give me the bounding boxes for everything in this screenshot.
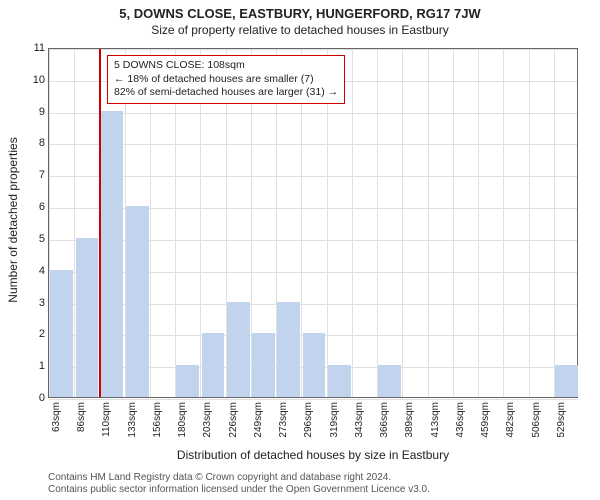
x-tick-label: 273sqm xyxy=(278,402,289,438)
histogram-bar xyxy=(101,111,124,397)
annotation-line: ← 18% of detached houses are smaller (7) xyxy=(114,73,338,87)
x-tick-label: 436sqm xyxy=(455,402,466,438)
y-axis-label: Number of detached properties xyxy=(6,137,20,302)
gridline-v xyxy=(352,49,353,397)
histogram-bar xyxy=(303,333,326,397)
gridline-v xyxy=(529,49,530,397)
x-tick-label: 482sqm xyxy=(505,402,516,438)
gridline-v xyxy=(503,49,504,397)
y-tick-label: 10 xyxy=(5,74,45,86)
x-axis-label: Distribution of detached houses by size … xyxy=(48,448,578,462)
gridline-v xyxy=(402,49,403,397)
plot-area: 5 DOWNS CLOSE: 108sqm ← 18% of detached … xyxy=(48,48,578,398)
y-tick-label: 8 xyxy=(5,137,45,149)
x-tick-label: 343sqm xyxy=(354,402,365,438)
y-tick-label: 7 xyxy=(5,169,45,181)
chart-title: 5, DOWNS CLOSE, EASTBURY, HUNGERFORD, RG… xyxy=(0,0,600,21)
gridline-h xyxy=(49,113,577,114)
histogram-bar xyxy=(277,302,300,397)
annotation-box: 5 DOWNS CLOSE: 108sqm ← 18% of detached … xyxy=(107,55,345,104)
x-tick-label: 63sqm xyxy=(51,402,62,432)
y-tick-label: 4 xyxy=(5,265,45,277)
annotation-line: 5 DOWNS CLOSE: 108sqm xyxy=(114,59,338,73)
gridline-v xyxy=(377,49,378,397)
x-tick-label: 226sqm xyxy=(228,402,239,438)
histogram-bar xyxy=(378,365,401,397)
histogram-bar xyxy=(202,333,225,397)
chart-container: 5, DOWNS CLOSE, EASTBURY, HUNGERFORD, RG… xyxy=(0,0,600,500)
histogram-bar xyxy=(50,270,73,397)
x-tick-label: 389sqm xyxy=(404,402,415,438)
gridline-v xyxy=(554,49,555,397)
histogram-bar xyxy=(227,302,250,397)
y-tick-label: 11 xyxy=(5,42,45,54)
footer-line: Contains public sector information licen… xyxy=(48,484,430,496)
gridline-v xyxy=(428,49,429,397)
x-tick-label: 296sqm xyxy=(303,402,314,438)
y-tick-label: 5 xyxy=(5,233,45,245)
x-tick-label: 203sqm xyxy=(202,402,213,438)
gridline-v xyxy=(478,49,479,397)
x-tick-label: 413sqm xyxy=(430,402,441,438)
chart-subtitle: Size of property relative to detached ho… xyxy=(0,21,600,37)
y-tick-label: 9 xyxy=(5,106,45,118)
y-tick-label: 1 xyxy=(5,360,45,372)
histogram-bar xyxy=(328,365,351,397)
gridline-h xyxy=(49,144,577,145)
gridline-h xyxy=(49,399,577,400)
histogram-bar xyxy=(76,238,99,397)
histogram-bar xyxy=(126,206,149,397)
histogram-bar xyxy=(252,333,275,397)
x-tick-label: 366sqm xyxy=(379,402,390,438)
y-tick-label: 6 xyxy=(5,201,45,213)
gridline-h xyxy=(49,176,577,177)
x-tick-label: 319sqm xyxy=(329,402,340,438)
gridline-h xyxy=(49,49,577,50)
x-tick-label: 110sqm xyxy=(101,402,112,437)
x-tick-label: 249sqm xyxy=(253,402,264,438)
histogram-bar xyxy=(555,365,578,397)
x-tick-label: 529sqm xyxy=(556,402,567,438)
y-tick-label: 0 xyxy=(5,392,45,404)
x-tick-label: 86sqm xyxy=(76,402,87,432)
x-tick-label: 180sqm xyxy=(177,402,188,438)
footer-line: Contains HM Land Registry data © Crown c… xyxy=(48,472,430,484)
x-tick-label: 156sqm xyxy=(152,402,163,438)
y-tick-label: 2 xyxy=(5,328,45,340)
reference-line xyxy=(99,49,101,397)
y-tick-label: 3 xyxy=(5,297,45,309)
x-tick-label: 506sqm xyxy=(531,402,542,438)
annotation-line: 82% of semi-detached houses are larger (… xyxy=(114,86,338,100)
x-tick-label: 459sqm xyxy=(480,402,491,438)
histogram-bar xyxy=(176,365,199,397)
footer-attribution: Contains HM Land Registry data © Crown c… xyxy=(48,472,430,496)
x-tick-label: 133sqm xyxy=(127,402,138,438)
gridline-v xyxy=(453,49,454,397)
